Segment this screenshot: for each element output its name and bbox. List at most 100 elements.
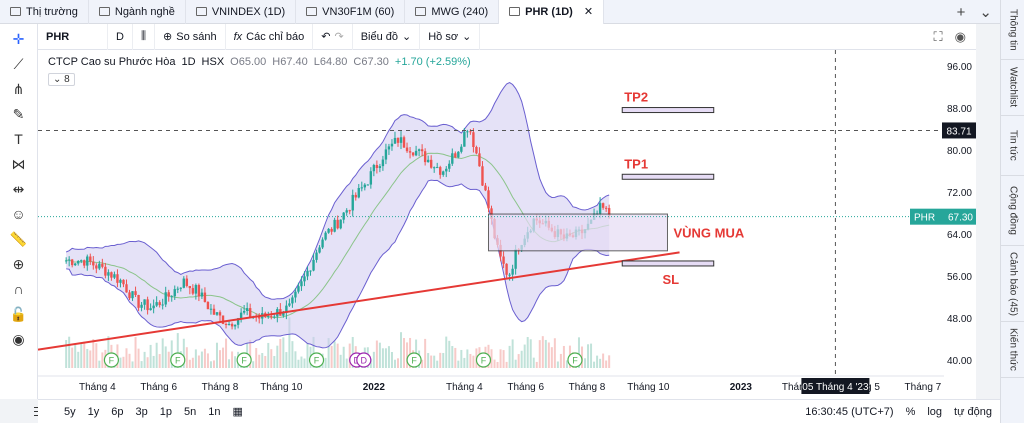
- camera-icon[interactable]: ◉: [954, 28, 966, 44]
- undo-icon[interactable]: ↶: [321, 31, 331, 43]
- candle-body: [396, 137, 400, 143]
- candle-body: [77, 261, 80, 264]
- volume-bar: [285, 352, 288, 368]
- volume-bar: [300, 356, 303, 368]
- emoji-icon[interactable]: ☺: [11, 206, 26, 222]
- open-label: O: [230, 56, 239, 68]
- chart-type-button[interactable]: Biểu đồ ⌄: [353, 23, 421, 50]
- volume-bar: [369, 358, 372, 368]
- volume-bar: [375, 340, 378, 368]
- symbol-search[interactable]: PHR: [38, 23, 108, 50]
- log-toggle[interactable]: log: [927, 405, 943, 418]
- volume-bar: [342, 346, 345, 368]
- volume-bar: [206, 353, 209, 368]
- tab-phr[interactable]: PHR (1D) ✕: [499, 0, 605, 24]
- chevron-down-icon[interactable]: ⌄: [979, 4, 992, 21]
- tab-vnindex[interactable]: VNINDEX (1D): [186, 0, 297, 24]
- range-5y[interactable]: 5y: [64, 405, 76, 418]
- range-6m[interactable]: 6p: [111, 405, 124, 418]
- side-tab-learn[interactable]: Kiến thức: [1001, 322, 1024, 378]
- side-tab-community[interactable]: Cộng đồng: [1001, 176, 1024, 246]
- candles-icon: ⫼: [140, 30, 147, 42]
- candle-body: [339, 219, 342, 229]
- pitchfork-tool-icon[interactable]: ⋔: [12, 80, 25, 97]
- candle-body: [448, 163, 451, 169]
- prediction-tool-icon[interactable]: ⇹: [12, 180, 25, 197]
- candle-body: [245, 308, 249, 311]
- volume-bar: [493, 359, 496, 368]
- candle-body: [258, 316, 261, 319]
- interval-button[interactable]: D: [108, 23, 133, 50]
- chart-pane[interactable]: 96.00 88.00 80.00 72.00 64.00 56.00 48.00 40.00…: [37, 50, 976, 399]
- side-tab-info[interactable]: Thông tin: [1001, 0, 1024, 60]
- volume-bar: [137, 348, 140, 368]
- volume-bar: [306, 343, 309, 368]
- volume-bar: [466, 349, 469, 368]
- candle-type-button[interactable]: ⫼: [133, 23, 156, 50]
- compare-button[interactable]: ⊕ So sánh: [155, 23, 226, 50]
- range-1d[interactable]: 1n: [208, 405, 221, 418]
- candle-body: [351, 194, 354, 211]
- fullscreen-icon[interactable]: ⛶: [933, 28, 943, 44]
- candle-body: [390, 143, 394, 147]
- candle-body: [336, 219, 339, 229]
- volume-bar: [194, 349, 197, 368]
- auto-toggle[interactable]: tự động: [954, 405, 992, 418]
- side-tab-label: Thông tin: [1007, 8, 1019, 51]
- tab-nganh-nghe[interactable]: Ngành nghề: [89, 0, 186, 24]
- trendline-tool-icon[interactable]: ⟋: [13, 55, 24, 72]
- indicators-button[interactable]: fx Các chỉ báo: [226, 23, 314, 50]
- add-tab-icon[interactable]: +: [956, 3, 966, 21]
- zoom-in-icon[interactable]: ⊕: [12, 255, 25, 272]
- brush-tool-icon[interactable]: ✎: [12, 105, 25, 122]
- indicator-toggle[interactable]: ⌄ 8: [48, 73, 75, 86]
- crosshair-icon[interactable]: ✛: [12, 30, 25, 47]
- candle-body: [167, 292, 170, 297]
- candle-body: [152, 305, 155, 309]
- range-1y[interactable]: 1y: [87, 405, 100, 418]
- profile-button[interactable]: Hồ sơ ⌄: [420, 23, 481, 50]
- event-marker: [103, 352, 120, 368]
- x-tick-label: 2022: [363, 382, 386, 393]
- volume-bar: [140, 361, 143, 368]
- range-5d[interactable]: 5n: [184, 405, 197, 418]
- range-3m[interactable]: 3p: [135, 405, 148, 418]
- calendar-icon[interactable]: ▦: [232, 406, 243, 418]
- candle-body: [432, 167, 436, 169]
- ruler-icon[interactable]: 📏: [9, 230, 28, 247]
- candle-body: [369, 171, 373, 185]
- volume-bar: [508, 345, 511, 368]
- text-tool-icon[interactable]: T: [14, 131, 23, 147]
- candle-body: [607, 208, 611, 216]
- magnet-icon[interactable]: ∩: [13, 281, 24, 297]
- lock-icon[interactable]: 🔓: [9, 305, 28, 322]
- candle-body: [487, 190, 490, 209]
- candle-body: [128, 292, 131, 299]
- side-tab-news[interactable]: Tin tức: [1001, 116, 1024, 176]
- candle-body: [119, 279, 122, 283]
- side-tab-watchlist[interactable]: Watchlist: [1001, 60, 1024, 116]
- price-chart[interactable]: 96.00 88.00 80.00 72.00 64.00 56.00 48.00 40.00…: [37, 50, 976, 399]
- candle-body: [372, 164, 376, 172]
- side-tab-alerts[interactable]: Cảnh báo (45): [1001, 246, 1024, 322]
- interval-label: D: [116, 30, 124, 43]
- tab-thi-truong[interactable]: Thị trường: [0, 0, 89, 24]
- close-icon[interactable]: ✕: [583, 6, 594, 18]
- range-1m[interactable]: 1p: [159, 405, 172, 418]
- candle-body: [64, 260, 68, 262]
- tab-vn30f1m[interactable]: VN30F1M (60): [296, 0, 406, 24]
- tab-mwg[interactable]: MWG (240): [405, 0, 500, 24]
- volume-bar: [403, 338, 406, 368]
- candle-body: [303, 276, 306, 282]
- high-value: 67.40: [280, 56, 308, 68]
- pattern-tool-icon[interactable]: ⋈: [11, 155, 26, 172]
- plus-circle-icon: ⊕: [163, 31, 173, 43]
- percent-toggle[interactable]: %: [905, 405, 916, 418]
- eye-icon[interactable]: ◉: [12, 330, 25, 347]
- tab-icon: [415, 7, 427, 16]
- volume-bar: [424, 338, 427, 368]
- candle-body: [285, 305, 288, 313]
- volume-bar: [584, 358, 587, 368]
- candle-body: [381, 159, 385, 167]
- redo-icon[interactable]: ↷: [334, 31, 344, 43]
